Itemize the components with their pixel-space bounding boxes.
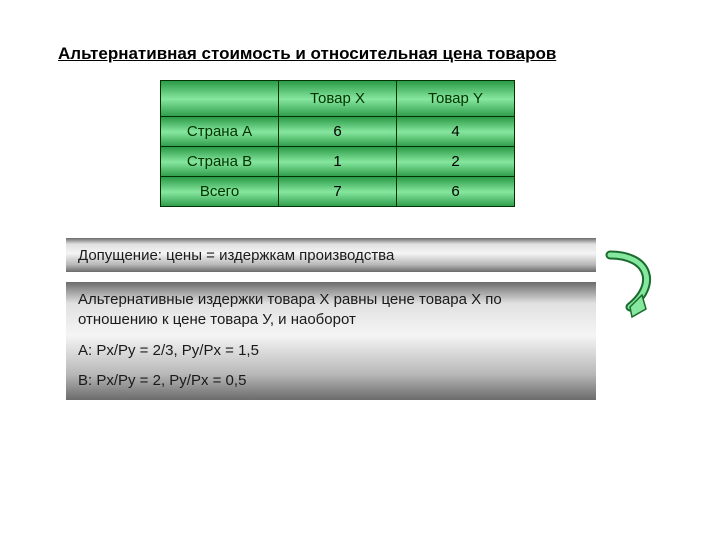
cell-b-x: 1 [279,147,397,177]
row-label-total: Всего [161,177,279,207]
assumption-bar: Допущение: цены = издержкам производства [66,238,596,272]
cell-total-y: 6 [397,177,515,207]
cell-b-y: 2 [397,147,515,177]
col-header-y: Товар Y [397,81,515,117]
assumption-text: Допущение: цены = издержкам производства [78,247,394,264]
cell-a-y: 4 [397,117,515,147]
explanation-main: Альтернативные издержки товара Х равны ц… [78,290,584,331]
col-header-x: Товар X [279,81,397,117]
row-label-b: Страна В [161,147,279,177]
table-row: Страна А 6 4 [161,117,515,147]
cell-a-x: 6 [279,117,397,147]
country-b-ratios: В: Рх/Ру = 2, Ру/Рх = 0,5 [78,371,584,391]
curved-arrow-icon [590,235,670,325]
table-header-row: Товар X Товар Y [161,81,515,117]
data-table: Товар X Товар Y Страна А 6 4 Страна В 1 … [160,80,515,207]
country-a-ratios: А: Рх/Ру = 2/3, Ру/Рх = 1,5 [78,341,584,361]
row-label-a: Страна А [161,117,279,147]
table-row: Страна В 1 2 [161,147,515,177]
cell-total-x: 7 [279,177,397,207]
page-title: Альтернативная стоимость и относительная… [58,44,556,64]
explanation-bar: Альтернативные издержки товара Х равны ц… [66,282,596,400]
blank-corner [161,81,279,117]
table-row: Всего 7 6 [161,177,515,207]
